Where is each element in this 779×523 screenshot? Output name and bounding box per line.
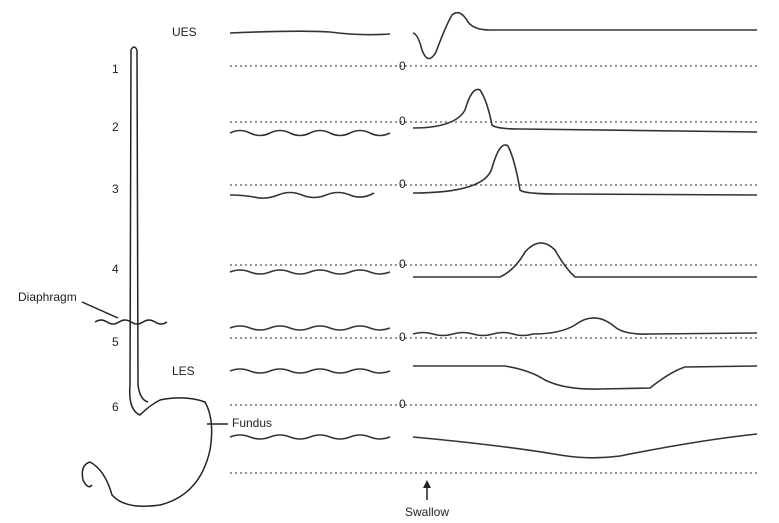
sensor-label: 1: [112, 62, 119, 76]
trace: [230, 435, 390, 439]
trace: [413, 13, 757, 59]
swallow-marker: Swallow: [405, 480, 449, 519]
trace: [230, 131, 390, 136]
sensor-label: 2: [112, 120, 119, 134]
sensor-label: 6: [112, 400, 119, 414]
baselines: 0 0 0 0 0 0: [230, 59, 757, 473]
esophagus: [130, 47, 138, 385]
trace: [230, 369, 390, 373]
ues-label: UES: [172, 25, 197, 39]
zero-label: 0: [399, 397, 406, 411]
trace: [230, 193, 374, 199]
diaphragm-arrow: [82, 302, 118, 318]
anatomy: UES LES Diaphragm Fundus 1 2 3 4 5 6: [18, 25, 272, 506]
zero-label: 0: [399, 330, 406, 344]
zero-label: 0: [399, 177, 406, 191]
trace: [230, 31, 390, 34]
diaphragm-label: Diaphragm: [18, 290, 77, 304]
zero-label: 0: [399, 114, 406, 128]
trace: [230, 270, 390, 274]
diaphragm-line: [95, 320, 167, 324]
fundus-label: Fundus: [232, 416, 272, 430]
sensor-label: 3: [112, 182, 119, 196]
zero-label: 0: [399, 59, 406, 73]
traces: [230, 13, 757, 458]
trace: [413, 434, 757, 458]
trace: [413, 318, 757, 336]
trace: [413, 89, 757, 132]
trace: [413, 366, 757, 389]
stomach-outline: [82, 385, 211, 506]
swallow-label: Swallow: [405, 505, 449, 519]
sensor-label: 5: [112, 335, 119, 349]
trace: [413, 243, 757, 277]
manometry-diagram: UES LES Diaphragm Fundus 1 2 3 4 5 6 0 0…: [0, 0, 779, 523]
trace: [413, 145, 757, 195]
trace: [230, 326, 390, 330]
swallow-arrowhead: [423, 480, 431, 488]
zero-label: 0: [399, 257, 406, 271]
les-label: LES: [172, 364, 195, 378]
sensor-label: 4: [112, 262, 119, 276]
